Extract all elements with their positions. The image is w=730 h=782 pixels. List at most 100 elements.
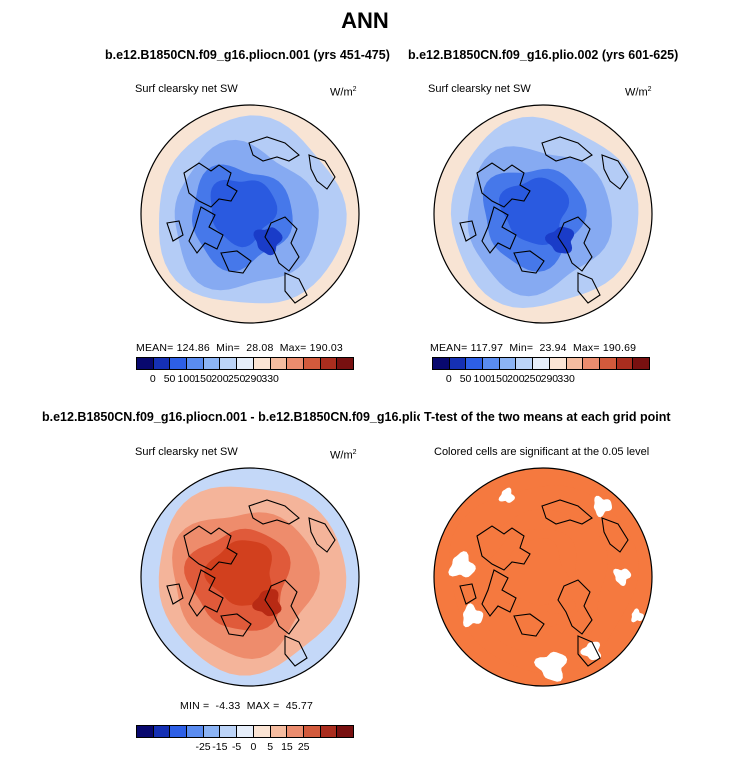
coastline bbox=[557, 579, 593, 635]
panel-1-stats: MEAN= 124.86 Min= 28.08 Max= 190.03 bbox=[136, 342, 343, 354]
panel-1-title: b.e12.B1850CN.f09_g16.pliocn.001 (yrs 45… bbox=[105, 48, 390, 62]
coastline bbox=[264, 216, 300, 272]
map-boundary bbox=[433, 467, 653, 687]
nonsignificant-patch bbox=[580, 641, 602, 661]
panel-2-map bbox=[433, 104, 653, 324]
map-field-core bbox=[498, 538, 569, 606]
nonsignificant-patch bbox=[498, 487, 515, 503]
colorbar-tick-label: 5 bbox=[267, 741, 274, 753]
colorbar-tick-label: 290 bbox=[244, 373, 263, 385]
colorbar-tick-label: 100 bbox=[473, 373, 492, 385]
panel-2-title: b.e12.B1850CN.f09_g16.plio.002 (yrs 601-… bbox=[408, 48, 679, 62]
colorbar-tick-label: 50 bbox=[459, 373, 472, 385]
map-boundary bbox=[433, 104, 653, 324]
colorbar-swatch bbox=[566, 358, 584, 369]
colorbar-swatch bbox=[237, 358, 254, 369]
panel-4-note: Colored cells are significant at the 0.0… bbox=[434, 446, 650, 458]
colorbar-swatch bbox=[616, 358, 634, 369]
colorbar-swatch bbox=[203, 726, 221, 737]
map-boundary bbox=[140, 467, 360, 687]
nonsignificant-patch bbox=[593, 495, 612, 518]
colorbar-swatch bbox=[549, 358, 567, 369]
panel-1-colorbar: 0 50 100 150 200 250 290 330 bbox=[136, 357, 354, 385]
coastline bbox=[541, 136, 593, 162]
main-title: ANN bbox=[341, 8, 389, 33]
colorbar-swatch bbox=[599, 358, 617, 369]
panel-2-variable: Surf clearsky net SW bbox=[428, 83, 531, 95]
colorbar-swatch bbox=[203, 358, 221, 369]
nonsignificant-patch bbox=[631, 608, 644, 623]
colorbar bbox=[432, 357, 650, 370]
colorbar-tick-label: 15 bbox=[281, 741, 293, 753]
colorbar-tick-label: 330 bbox=[261, 373, 279, 385]
colorbar-swatch bbox=[253, 726, 271, 737]
panel-3-stats: MIN = -4.33 MAX = 45.77 bbox=[180, 700, 314, 712]
colorbar-swatch bbox=[220, 358, 238, 369]
colorbar-tick-label: 200 bbox=[507, 373, 525, 385]
colorbar-swatch bbox=[449, 358, 467, 369]
coastline bbox=[248, 136, 300, 162]
colorbar-swatch bbox=[170, 726, 188, 737]
colorbar-swatch bbox=[483, 358, 500, 369]
colorbar-tick-label: 250 bbox=[227, 373, 246, 385]
panel-1-units: W/m2 bbox=[330, 86, 357, 99]
colorbar-swatch bbox=[187, 726, 204, 737]
colorbar-tick-label: 200 bbox=[211, 373, 229, 385]
coastline bbox=[601, 154, 629, 190]
panel-3-map bbox=[140, 467, 360, 687]
coastline bbox=[476, 162, 531, 208]
colorbar-swatch bbox=[137, 358, 154, 369]
nonsignificant-patch bbox=[613, 568, 632, 587]
panel-4-map bbox=[433, 467, 653, 687]
colorbar-tick-label: 0 bbox=[250, 741, 257, 753]
colorbar bbox=[136, 357, 354, 370]
colorbar-swatch bbox=[337, 726, 353, 737]
coastline bbox=[308, 154, 336, 190]
coastline bbox=[284, 272, 308, 304]
coastline bbox=[220, 250, 252, 274]
coastline bbox=[476, 525, 531, 571]
colorbar-tick-label: 25 bbox=[297, 741, 310, 753]
coastline bbox=[513, 613, 545, 637]
colorbar-swatch bbox=[303, 726, 321, 737]
colorbar-swatch bbox=[287, 726, 304, 737]
panel-3-colorbar: -25 -15 -5 0 5 15 25 bbox=[136, 725, 354, 753]
colorbar-swatch bbox=[466, 358, 484, 369]
coastline bbox=[264, 579, 300, 635]
colorbar-tick-label: 290 bbox=[540, 373, 559, 385]
coastline bbox=[459, 583, 477, 605]
colorbar-swatch bbox=[533, 358, 550, 369]
coastline bbox=[541, 499, 593, 525]
colorbar-swatch bbox=[220, 726, 238, 737]
coastline bbox=[513, 250, 545, 274]
coastline bbox=[183, 162, 238, 208]
panel-3-variable: Surf clearsky net SW bbox=[135, 446, 238, 458]
map-field-core bbox=[204, 540, 272, 606]
colorbar-tick-label: 100 bbox=[177, 373, 196, 385]
colorbar-swatch bbox=[253, 358, 271, 369]
colorbar-swatch bbox=[320, 726, 338, 737]
coastline bbox=[166, 583, 184, 605]
colorbar-swatch bbox=[633, 358, 649, 369]
panel-1-variable: Surf clearsky net SW bbox=[135, 83, 238, 95]
colorbar-swatch bbox=[303, 358, 321, 369]
panel-2-stats: MEAN= 117.97 Min= 23.94 Max= 190.69 bbox=[430, 342, 637, 354]
colorbar-swatch bbox=[187, 358, 204, 369]
panel-3-title: b.e12.B1850CN.f09_g16.pliocn.001 - b.e12… bbox=[42, 410, 449, 424]
colorbar-tick-label: 0 bbox=[445, 373, 452, 385]
colorbar-tick-label: -25 bbox=[195, 741, 211, 753]
colorbar-swatch bbox=[153, 726, 171, 737]
colorbar-swatch bbox=[320, 358, 338, 369]
colorbar-swatch bbox=[270, 726, 288, 737]
coastline bbox=[308, 517, 336, 553]
colorbar-tick-label: 50 bbox=[163, 373, 176, 385]
colorbar-swatch bbox=[516, 358, 534, 369]
coastline bbox=[188, 569, 224, 617]
colorbar-tick-label: 150 bbox=[194, 373, 212, 385]
coastline bbox=[577, 635, 601, 667]
colorbar-tick-label: 0 bbox=[149, 373, 156, 385]
panel-2-colorbar: 0 50 100 150 200 250 290 330 bbox=[432, 357, 650, 385]
panel-3-units: W/m2 bbox=[330, 449, 357, 462]
map-boundary bbox=[140, 104, 360, 324]
colorbar-swatch bbox=[170, 358, 188, 369]
